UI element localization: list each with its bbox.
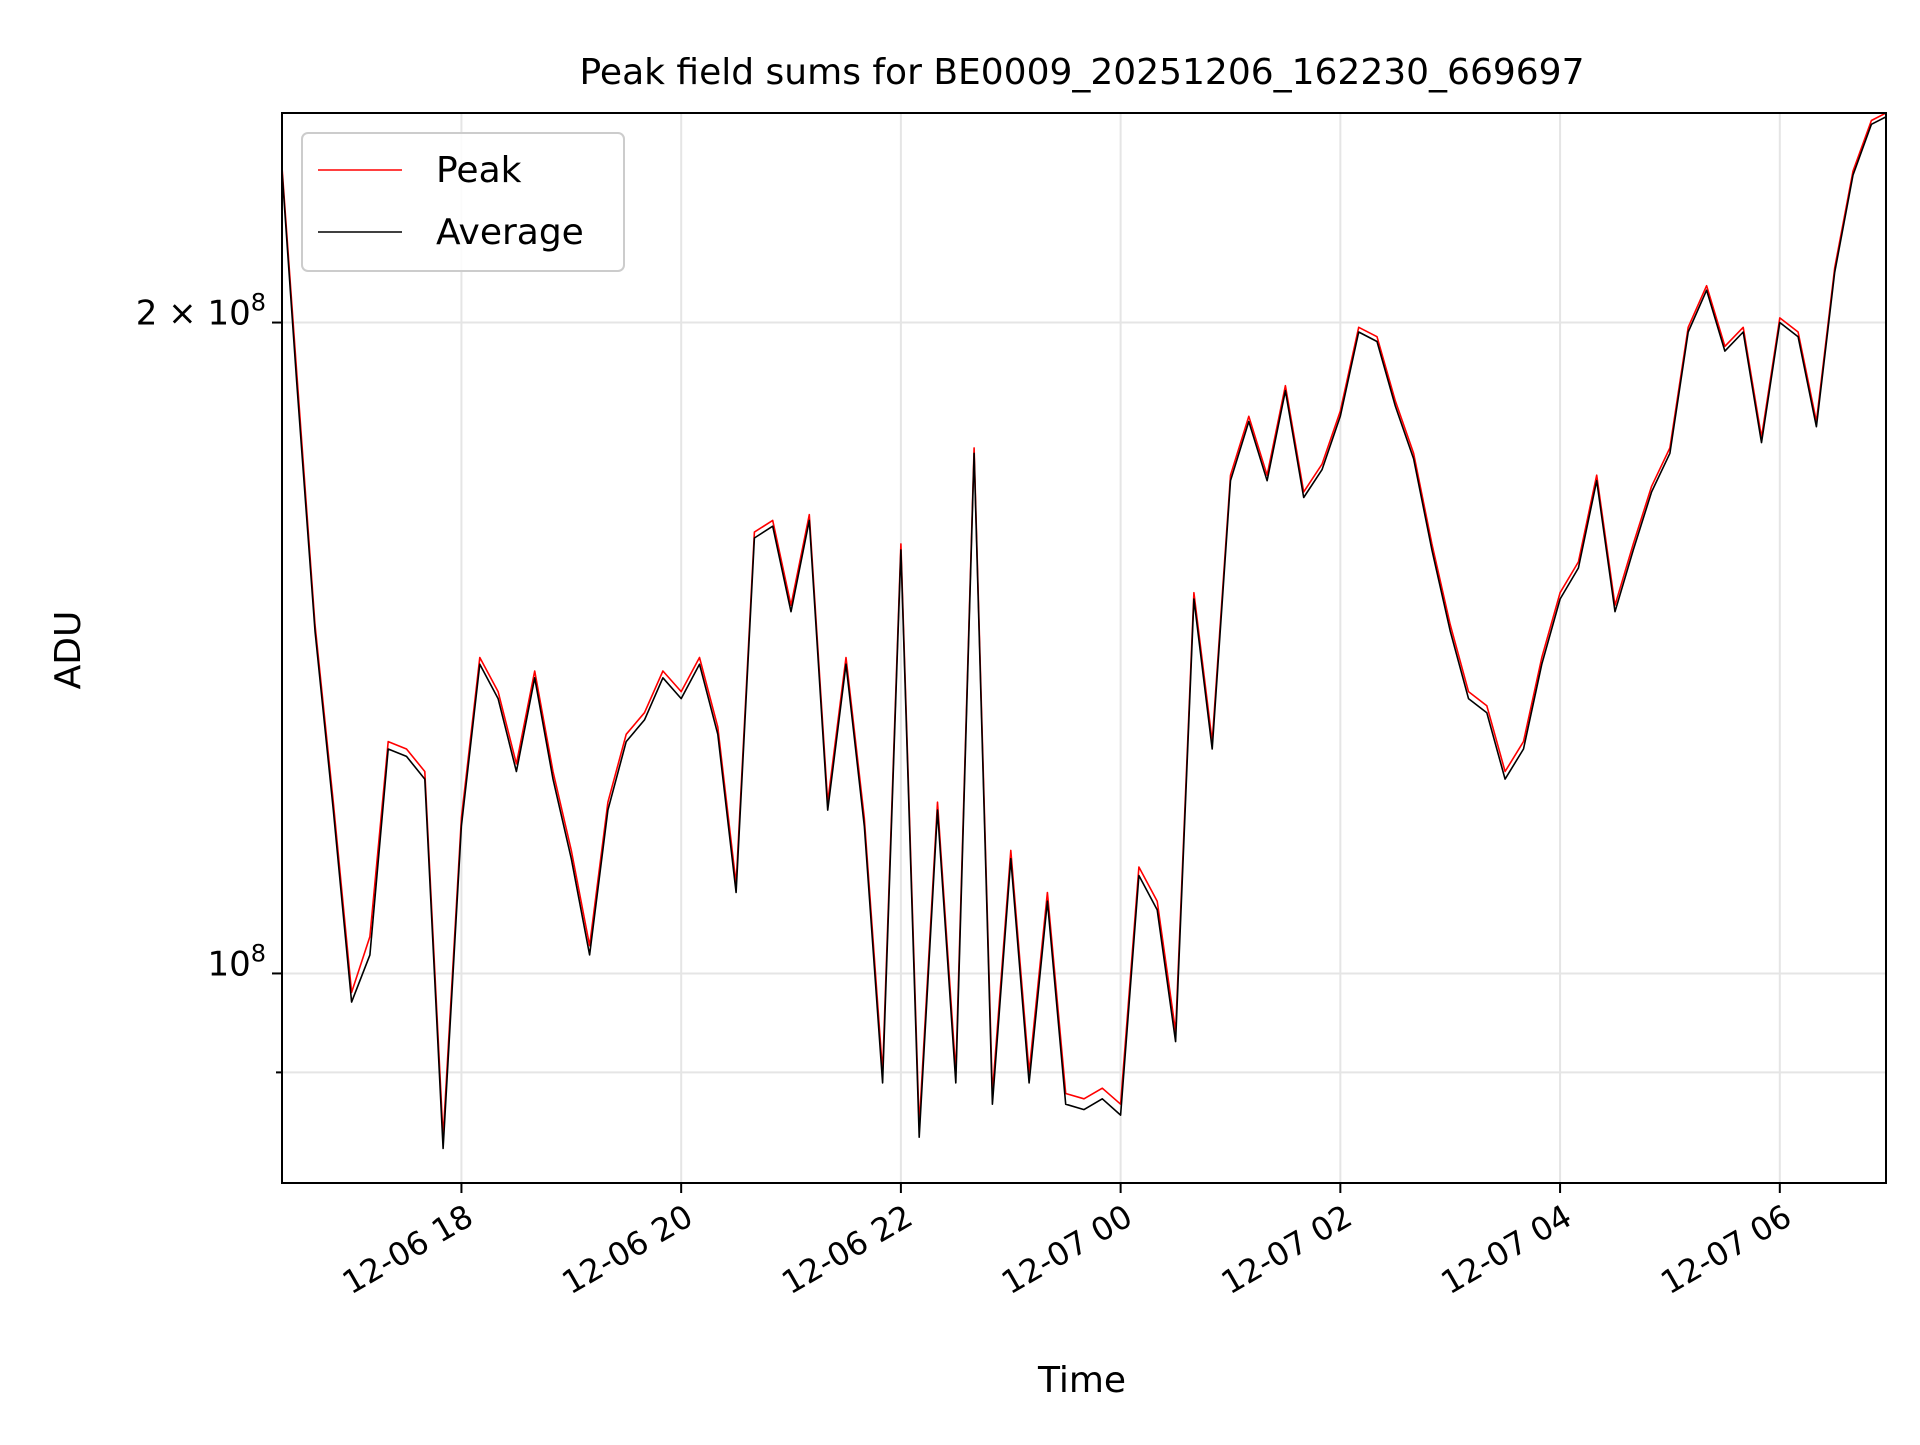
plot-frame (281, 112, 1887, 1184)
y-axis-label: ADU (48, 611, 89, 690)
series-line-peak (282, 113, 1886, 1138)
plot-area (282, 113, 1886, 1183)
series-line-average (282, 116, 1886, 1150)
y-grid (282, 321, 1886, 1074)
legend-label-peak: Peak (436, 150, 522, 191)
legend: Peak Average (301, 132, 625, 272)
legend-label-average: Average (436, 212, 584, 253)
y-tick-label: 2 × 108 (136, 289, 266, 334)
series-layer (282, 113, 1886, 1150)
legend-box (301, 132, 625, 272)
x-axis-label: Time (1037, 1360, 1126, 1401)
chart-title: Peak field sums for BE0009_20251206_1622… (580, 52, 1585, 93)
x-grid (460, 113, 1781, 1183)
y-tick-label: 108 (207, 939, 266, 984)
y-axis-ticks: 108 2 × 108 (136, 289, 282, 1074)
